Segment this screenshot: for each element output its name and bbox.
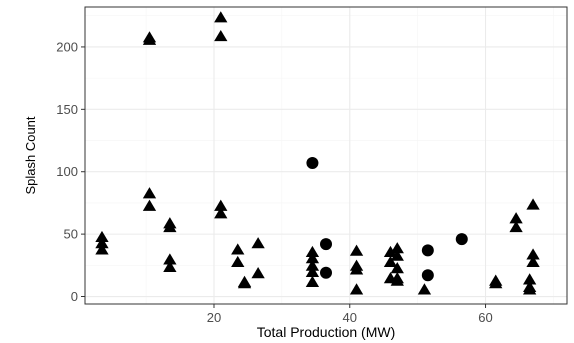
triangle-point (214, 29, 228, 42)
triangle-point (163, 260, 177, 273)
circle-point (455, 233, 468, 246)
triangle-point (526, 255, 540, 268)
x-tick-label: 60 (478, 310, 492, 325)
y-tick-label: 0 (71, 289, 78, 304)
triangle-point (390, 249, 404, 261)
axis-ticks (81, 46, 487, 308)
triangle-point (95, 243, 109, 255)
triangle-point (390, 274, 404, 286)
triangle-point (489, 277, 503, 289)
x-tick-label: 40 (343, 310, 357, 325)
triangle-point (349, 244, 364, 256)
plot-panel (85, 7, 567, 304)
circle-point (320, 238, 332, 251)
triangle-point (95, 237, 109, 249)
data-points (95, 11, 540, 295)
triangle-point (163, 253, 177, 265)
triangle-point (142, 187, 157, 199)
y-axis-title: Splash Count (23, 116, 38, 194)
y-tick-label: 150 (56, 102, 78, 117)
triangle-point (305, 275, 320, 287)
grid-lines (85, 7, 567, 304)
triangle-point (305, 259, 320, 271)
triangle-point (523, 283, 537, 295)
circle-point (306, 156, 319, 169)
x-axis-title: Total Production (MW) (257, 324, 395, 340)
triangle-point (142, 33, 157, 45)
y-tick-label: 200 (56, 39, 78, 54)
triangle-point (251, 267, 265, 279)
triangle-point (231, 255, 245, 268)
triangle-point (305, 252, 320, 264)
circle-point (421, 269, 434, 282)
triangle-point (231, 243, 245, 255)
circle-point (320, 266, 332, 279)
triangle-point (214, 199, 228, 211)
triangle-point (142, 199, 157, 211)
triangle-point (163, 220, 177, 233)
plot-border (84, 6, 568, 305)
triangle-point (523, 273, 537, 285)
triangle-point (383, 255, 398, 268)
triangle-point (95, 230, 109, 243)
triangle-point (509, 212, 523, 224)
triangle-point (251, 237, 265, 249)
triangle-point (305, 265, 320, 278)
triangle-point (237, 277, 252, 289)
triangle-point (305, 245, 320, 258)
y-tick-label: 100 (56, 164, 78, 179)
triangle-point (390, 242, 404, 254)
triangle-point (526, 248, 540, 260)
triangle-point (383, 245, 398, 258)
triangle-point (214, 207, 228, 219)
triangle-point (349, 263, 364, 275)
circle-point (421, 244, 434, 257)
triangle-point (214, 11, 228, 23)
x-tick-label: 20 (207, 310, 221, 325)
y-tick-label: 50 (64, 227, 78, 242)
triangle-point (509, 220, 523, 233)
triangle-point (526, 198, 540, 210)
triangle-point (349, 283, 364, 295)
triangle-point (390, 262, 404, 274)
tick-labels: 20 40 60 0 50 100 150 200 (56, 39, 492, 325)
triangle-point (417, 283, 432, 295)
